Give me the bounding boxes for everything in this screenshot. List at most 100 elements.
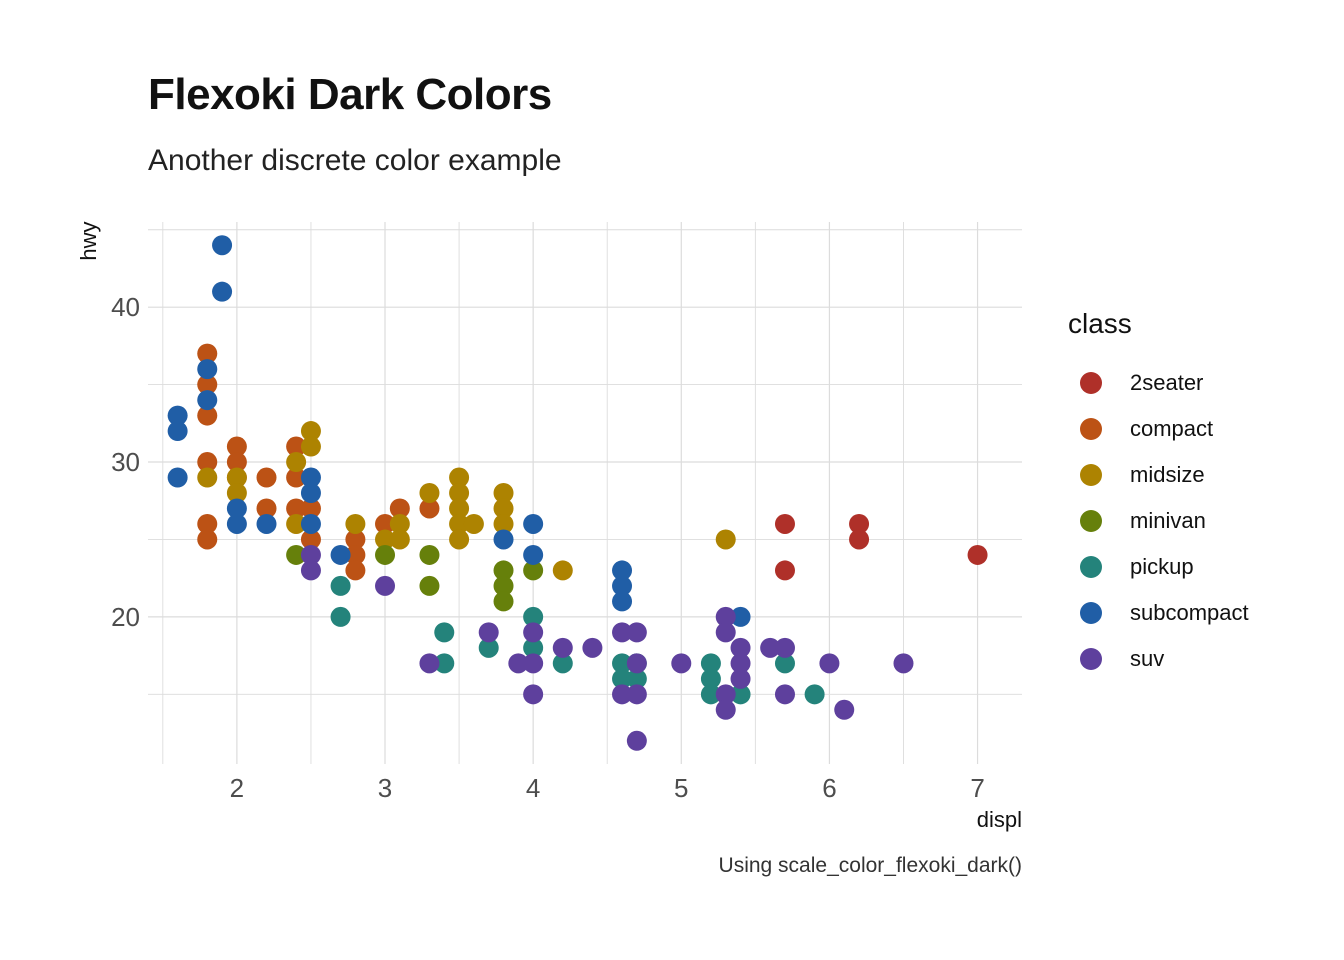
point-minivan [419,575,440,596]
point-suv [774,637,795,658]
point-compact [286,498,307,519]
point-compact [197,343,218,364]
legend-item-midsize: midsize [1078,452,1249,498]
point-suv [760,637,781,658]
point-pickup [700,653,721,674]
point-midsize [419,483,440,503]
point-2seater [774,560,795,581]
point-pickup [612,653,633,674]
point-suv [375,575,396,596]
point-suv [508,653,529,674]
chart-subtitle: Another discrete color example [148,144,562,177]
legend-key [1080,648,1102,670]
x-tick-label: 3 [378,773,392,803]
point-midsize [375,529,396,550]
x-tick-label: 6 [822,773,836,803]
point-pickup [700,668,721,689]
point-midsize [286,513,307,534]
point-minivan [286,544,307,565]
point-pickup [626,668,647,689]
point-subcompact [330,544,351,565]
point-subcompact [167,467,188,488]
point-midsize [715,529,736,550]
point-suv [626,622,647,643]
point-midsize [552,560,573,581]
point-pickup [478,637,499,658]
legend-key [1080,510,1102,532]
point-compact [345,560,366,581]
point-suv [834,699,855,720]
point-pickup [330,575,351,596]
point-midsize [226,467,247,488]
point-compact [300,498,321,519]
point-subcompact [300,513,321,534]
point-compact [197,405,218,426]
legend-item-suv: suv [1078,636,1249,682]
x-axis-label: displ [977,807,1022,832]
point-compact [375,513,396,534]
point-subcompact [612,575,633,596]
point-suv [715,684,736,705]
point-subcompact [256,513,277,534]
legend-item-compact: compact [1078,406,1249,452]
point-subcompact [212,235,233,256]
grid-minor [148,222,1022,764]
legend-label: compact [1130,416,1214,441]
point-pickup [523,637,544,658]
legend-label: suv [1130,646,1165,671]
point-pickup [523,606,544,627]
point-subcompact [300,467,321,488]
y-tick-labels: 20 30 40 [111,292,140,632]
legend-label: 2seater [1130,370,1204,395]
y-tick-label: 40 [111,292,140,322]
point-subcompact [612,591,633,612]
point-pickup [330,606,351,627]
point-subcompact [212,281,233,302]
point-midsize [226,483,247,503]
point-subcompact [226,498,247,519]
point-subcompact [226,513,247,534]
x-tick-label: 2 [230,773,244,803]
point-suv [715,606,736,627]
point-midsize [286,452,307,473]
point-minivan [523,560,544,581]
point-2seater [849,529,870,550]
point-pickup [774,653,795,674]
legend-key [1080,418,1102,440]
chart-title: Flexoki Dark Colors [148,70,552,119]
point-subcompact [197,390,218,411]
y-tick-label: 30 [111,447,140,477]
point-midsize [345,513,366,534]
point-compact [300,529,321,550]
point-midsize [463,513,484,534]
point-suv [523,684,544,705]
point-subcompact [197,359,218,380]
point-compact [345,529,366,550]
legend-item-minivan: minivan [1078,498,1249,544]
y-axis-label: hwy [76,221,101,260]
point-suv [300,544,321,565]
point-pickup [612,668,633,689]
point-midsize [449,498,470,519]
chart-caption: Using scale_color_flexoki_dark() [718,854,1022,877]
point-subcompact [167,405,188,426]
legend-key [1080,372,1102,394]
point-midsize [493,483,514,503]
point-suv [626,730,647,751]
point-pickup [434,622,455,643]
point-compact [197,529,218,550]
point-suv [774,684,795,705]
point-2seater [849,513,870,534]
x-tick-label: 4 [526,773,540,803]
legend-label: midsize [1130,462,1205,487]
point-compact [286,467,307,488]
point-suv [730,668,751,689]
point-midsize [449,529,470,550]
grid-major [148,222,1022,764]
point-midsize [449,483,470,503]
point-compact [286,436,307,457]
point-subcompact [730,606,751,627]
point-midsize [389,529,410,550]
point-compact [419,498,440,519]
